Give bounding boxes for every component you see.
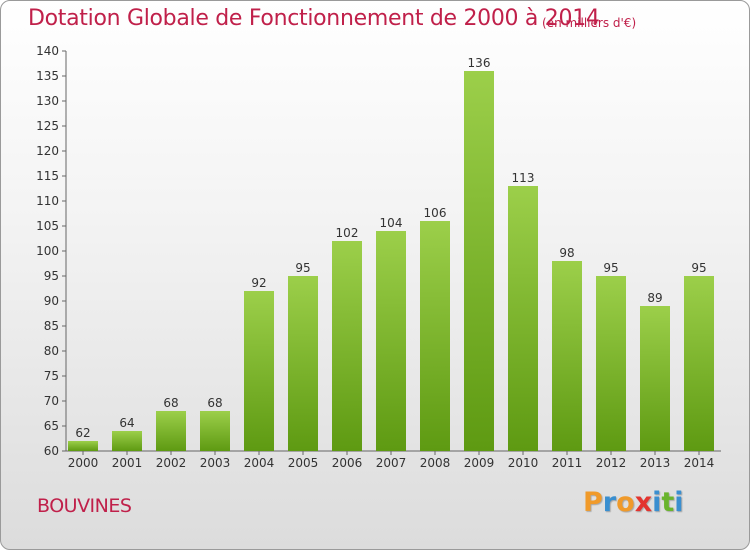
bar-value-label: 106 — [424, 206, 447, 220]
chart-title: Dotation Globale de Fonctionnement de 20… — [28, 6, 600, 31]
x-tick-label: 2010 — [508, 456, 539, 470]
bar-value-label: 113 — [512, 171, 535, 185]
logo-letter: o — [616, 487, 635, 518]
x-tick-label: 2013 — [640, 456, 671, 470]
bar-2001 — [112, 431, 142, 451]
bar-value-label: 62 — [75, 426, 90, 440]
logo-letter: i — [674, 487, 684, 518]
y-tick-label: 85 — [44, 319, 59, 333]
x-tick-label: 2004 — [244, 456, 275, 470]
logo-letter: x — [634, 487, 653, 518]
bar-value-label: 95 — [691, 261, 706, 275]
y-tick-label: 130 — [36, 94, 59, 108]
x-tick-label: 2003 — [200, 456, 231, 470]
logo-letter: t — [661, 487, 675, 518]
y-tick-label: 140 — [36, 44, 59, 58]
logo-letter: i — [652, 487, 662, 518]
x-tick-label: 2007 — [376, 456, 407, 470]
bar-2007 — [376, 231, 406, 451]
x-axis: 2000 2001 2002 2003 2004 2005 2006 2007 2008 2009… — [66, 450, 721, 470]
chart-subtitle: (en milliers d'€) — [542, 16, 637, 30]
bar-value-label: 64 — [119, 416, 134, 430]
y-tick-label: 65 — [44, 419, 59, 433]
x-tick-label: 2008 — [420, 456, 451, 470]
bar-2003 — [200, 411, 230, 451]
y-tick-label: 60 — [44, 444, 59, 458]
bar-value-label: 92 — [251, 276, 266, 290]
x-tick-label: 2012 — [596, 456, 627, 470]
bar-2014 — [684, 276, 714, 451]
y-tick-label: 110 — [36, 194, 59, 208]
logo-letter: P — [583, 487, 603, 518]
bar-value-label: 98 — [559, 246, 574, 260]
y-axis: 60 65 70 75 80 85 90 95 100 105 110 115 120 125 130 135… — [36, 44, 67, 458]
bar-2005 — [288, 276, 318, 451]
x-tick-label: 2002 — [156, 456, 187, 470]
y-tick-label: 70 — [44, 394, 59, 408]
city-name: BOUVINES — [37, 495, 132, 517]
bar-value-label: 102 — [336, 226, 359, 240]
y-tick-label: 120 — [36, 144, 59, 158]
x-tick-label: 2014 — [684, 456, 715, 470]
bar-2004 — [244, 291, 274, 451]
bar-2010 — [508, 186, 538, 451]
x-tick-label: 2005 — [288, 456, 319, 470]
bar-value-label: 95 — [603, 261, 618, 275]
bar-2006 — [332, 241, 362, 451]
bars: 62 64 68 68 92 95 102 104 106 136 113 98 95 89 95 — [68, 56, 714, 451]
y-tick-label: 75 — [44, 369, 59, 383]
bar-value-label: 136 — [468, 56, 491, 70]
bar-2000 — [68, 441, 98, 451]
bar-value-label: 68 — [163, 396, 178, 410]
x-tick-label: 2001 — [112, 456, 143, 470]
x-tick-label: 2000 — [68, 456, 99, 470]
bar-2009 — [464, 71, 494, 451]
bar-value-label: 89 — [647, 291, 662, 305]
bar-value-label: 104 — [380, 216, 403, 230]
y-tick-label: 125 — [36, 119, 59, 133]
y-tick-label: 135 — [36, 69, 59, 83]
logo-letter: r — [602, 487, 617, 518]
x-tick-label: 2006 — [332, 456, 363, 470]
y-tick-label: 80 — [44, 344, 59, 358]
bar-value-label: 95 — [295, 261, 310, 275]
bar-2002 — [156, 411, 186, 451]
bar-2011 — [552, 261, 582, 451]
y-tick-label: 115 — [36, 169, 59, 183]
y-tick-label: 90 — [44, 294, 59, 308]
bar-2012 — [596, 276, 626, 451]
y-tick-label: 100 — [36, 244, 59, 258]
proxiti-logo[interactable]: Proxiti — [583, 487, 684, 518]
y-tick-label: 105 — [36, 219, 59, 233]
x-tick-label: 2009 — [464, 456, 495, 470]
y-tick-label: 95 — [44, 269, 59, 283]
bar-2013 — [640, 306, 670, 451]
x-tick-label: 2011 — [552, 456, 583, 470]
bar-value-label: 68 — [207, 396, 222, 410]
bar-2008 — [420, 221, 450, 451]
